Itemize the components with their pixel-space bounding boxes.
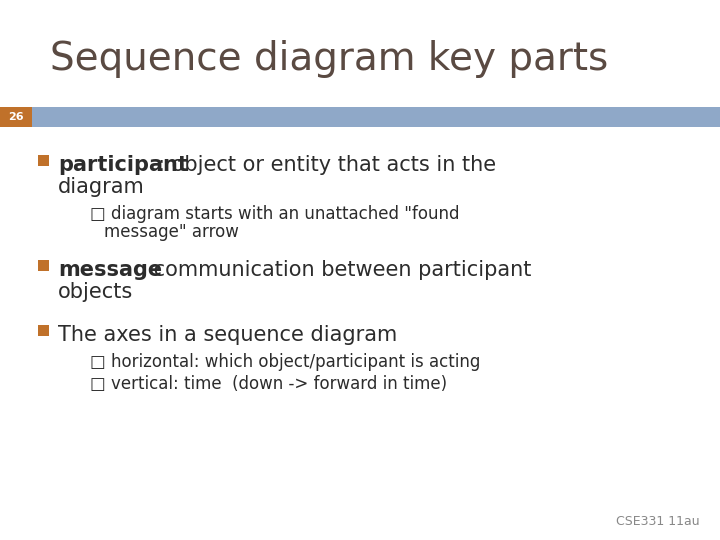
- Text: participant: participant: [58, 155, 188, 175]
- Text: □ vertical: time  (down -> forward in time): □ vertical: time (down -> forward in tim…: [90, 375, 447, 393]
- Bar: [38, 325, 49, 336]
- Text: diagram: diagram: [58, 177, 145, 197]
- Text: Sequence diagram key parts: Sequence diagram key parts: [50, 40, 608, 78]
- Bar: [32, 107, 720, 127]
- Bar: [38, 260, 49, 271]
- Bar: [38, 155, 49, 166]
- Text: CSE331 11au: CSE331 11au: [616, 515, 700, 528]
- Text: The axes in a sequence diagram: The axes in a sequence diagram: [58, 325, 397, 345]
- Text: message" arrow: message" arrow: [104, 223, 239, 241]
- Text: : object or entity that acts in the: : object or entity that acts in the: [158, 155, 496, 175]
- Text: : communication between participant: : communication between participant: [140, 260, 531, 280]
- Text: 26: 26: [8, 112, 24, 122]
- Text: □ diagram starts with an unattached "found: □ diagram starts with an unattached "fou…: [90, 205, 459, 223]
- Text: message: message: [58, 260, 162, 280]
- Text: □ horizontal: which object/participant is acting: □ horizontal: which object/participant i…: [90, 353, 480, 371]
- Bar: [0, 107, 32, 127]
- Text: objects: objects: [58, 282, 133, 302]
